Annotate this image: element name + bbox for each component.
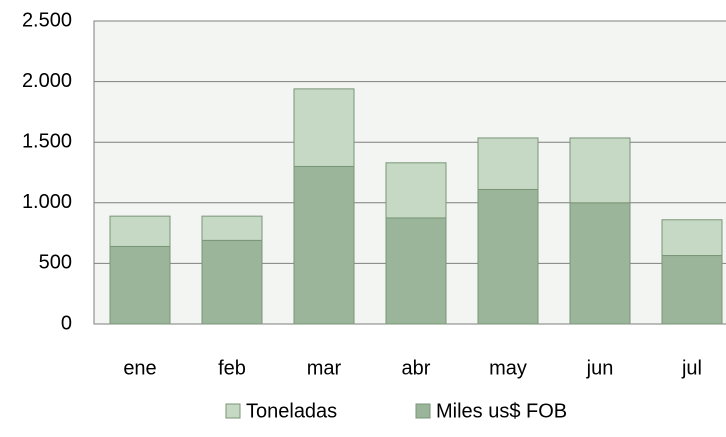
x-tick-label: ene (123, 357, 156, 379)
y-tick-label: 0 (61, 312, 72, 334)
bar-segment (201, 239, 263, 325)
legend-swatch (225, 403, 241, 419)
bar-segment (661, 219, 723, 257)
bar-segment (385, 162, 447, 219)
y-tick-label: 1.000 (22, 191, 72, 213)
legend-label: Miles us$ FOB (436, 400, 567, 422)
y-tick-label: 2.000 (22, 70, 72, 92)
x-tick-label: feb (218, 357, 246, 379)
bar-segment (477, 188, 539, 325)
bar-segment (569, 202, 631, 325)
bar-segment (293, 165, 355, 325)
y-tick-label: 2.500 (22, 9, 72, 31)
bar-segment (385, 217, 447, 325)
x-tick-label: mar (307, 357, 342, 379)
bar-segment (109, 215, 171, 247)
bar-segment (569, 137, 631, 204)
bar-segment (201, 215, 263, 241)
bar-segment (293, 88, 355, 167)
bar-segment (661, 255, 723, 325)
x-tick-label: may (489, 357, 527, 379)
x-tick-label: abr (402, 357, 431, 379)
bar-segment (477, 137, 539, 190)
y-tick-label: 500 (39, 252, 72, 274)
x-tick-label: jun (586, 357, 614, 379)
bar-segment (109, 245, 171, 325)
y-tick-label: 1.500 (22, 130, 72, 152)
legend-label: Toneladas (246, 400, 337, 422)
legend-swatch (415, 403, 431, 419)
x-tick-label: jul (681, 357, 702, 379)
